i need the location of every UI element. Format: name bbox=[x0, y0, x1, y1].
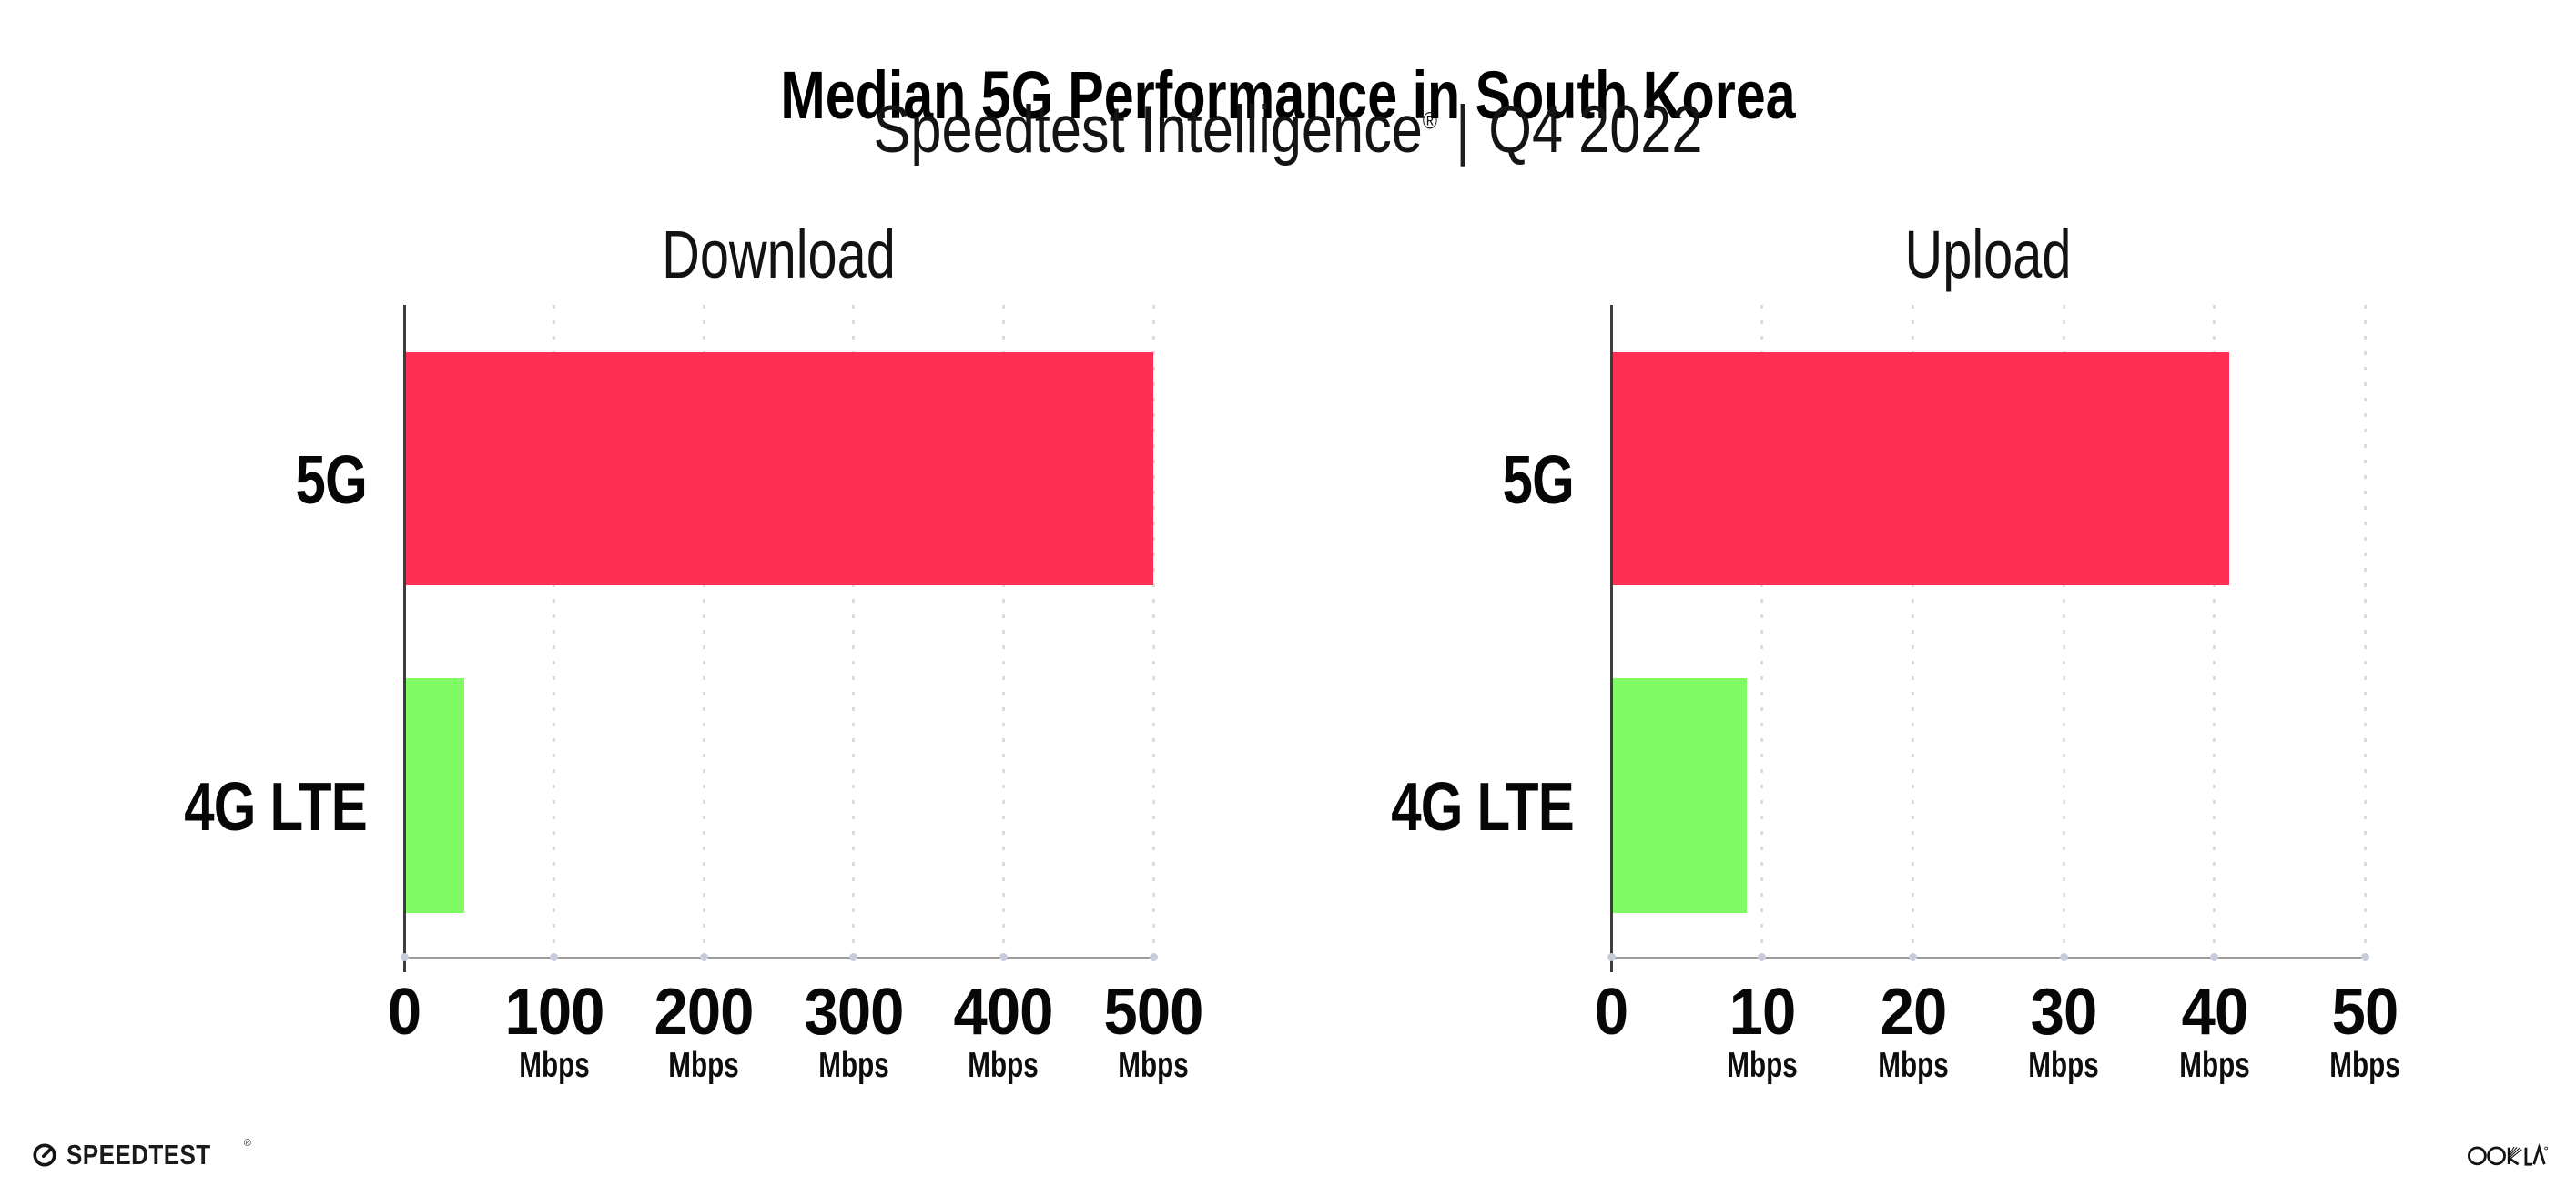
chart-title-upload: Upload bbox=[1904, 217, 2072, 292]
bar-download-4g-lte bbox=[404, 678, 464, 913]
tick-unit-upload-20: Mbps bbox=[1877, 1046, 1949, 1085]
gridline-download-100 bbox=[553, 305, 556, 958]
gridline-download-500 bbox=[1151, 305, 1155, 958]
tick-unit-download-400: Mbps bbox=[968, 1046, 1040, 1085]
gridline-upload-10 bbox=[1760, 305, 1764, 958]
axis-tick-dot-download-0 bbox=[400, 953, 409, 961]
axis-tick-dot-download-400 bbox=[999, 953, 1008, 961]
tick-label-upload-10: 10 bbox=[1729, 976, 1797, 1049]
tick-label-download-300: 300 bbox=[804, 976, 904, 1049]
category-label-download-5g: 5G bbox=[295, 441, 368, 518]
plot-area-upload bbox=[1607, 305, 2369, 972]
gridline-upload-50 bbox=[2363, 305, 2367, 958]
gridline-download-400 bbox=[1001, 305, 1005, 958]
page-title: Median 5G Performance in South Korea bbox=[780, 56, 1796, 133]
registered-trademark-mark: ® bbox=[1422, 107, 1438, 135]
tick-label-upload-20: 20 bbox=[1880, 976, 1947, 1049]
axis-tick-dot-upload-50 bbox=[2360, 953, 2369, 961]
axis-tick-dot-upload-20 bbox=[1908, 953, 1917, 961]
tick-unit-download-200: Mbps bbox=[668, 1046, 739, 1085]
tick-unit-download-300: Mbps bbox=[818, 1046, 889, 1085]
axis-tick-dot-upload-10 bbox=[1758, 953, 1767, 961]
subtitle-separator: | bbox=[1455, 93, 1471, 167]
speedtest-gauge-icon bbox=[33, 1143, 56, 1167]
axis-tick-dot-upload-0 bbox=[1607, 953, 1616, 961]
speedtest-logo: SPEEDTEST ® bbox=[32, 1138, 255, 1171]
ookla-logo: OOKLA bbox=[2467, 1142, 2549, 1172]
bar-download-5g bbox=[404, 352, 1153, 585]
tick-label-upload-40: 40 bbox=[2181, 976, 2248, 1049]
category-label-upload-5g: 5G bbox=[1502, 441, 1575, 518]
tick-label-upload-0: 0 bbox=[1595, 976, 1628, 1049]
x-axis-download bbox=[404, 956, 1155, 959]
gridline-upload-20 bbox=[1911, 305, 1914, 958]
gridline-download-200 bbox=[702, 305, 705, 958]
tick-unit-upload-10: Mbps bbox=[1727, 1046, 1798, 1085]
subtitle-period: Q4 2022 bbox=[1488, 93, 1703, 167]
y-axis-download bbox=[402, 305, 406, 972]
tick-label-download-400: 400 bbox=[953, 976, 1054, 1049]
tick-unit-download-100: Mbps bbox=[518, 1046, 590, 1085]
ookla-wordmark-icon bbox=[2467, 1142, 2549, 1166]
page-subtitle: Speedtest Intelligence® | Q4 2022 bbox=[206, 91, 2369, 169]
gridline-download-300 bbox=[852, 305, 856, 958]
speedtest-registered-mark: ® bbox=[243, 1138, 251, 1149]
y-axis-upload bbox=[1609, 305, 1613, 972]
plot-area-download bbox=[400, 305, 1158, 972]
tick-label-upload-30: 30 bbox=[2030, 976, 2098, 1049]
chart-title-download: Download bbox=[662, 217, 896, 292]
gridline-upload-40 bbox=[2213, 305, 2216, 958]
axis-tick-dot-download-300 bbox=[849, 953, 858, 961]
category-label-download-4g-lte: 4G LTE bbox=[184, 768, 368, 845]
tick-label-download-0: 0 bbox=[387, 976, 421, 1049]
tick-label-download-200: 200 bbox=[654, 976, 755, 1049]
tick-unit-upload-50: Mbps bbox=[2329, 1046, 2400, 1085]
gridline-upload-30 bbox=[2062, 305, 2065, 958]
axis-tick-dot-download-500 bbox=[1149, 953, 1158, 961]
axis-tick-dot-upload-30 bbox=[2059, 953, 2068, 961]
tick-unit-upload-30: Mbps bbox=[2028, 1046, 2099, 1085]
subtitle-product: Speedtest Intelligence bbox=[873, 93, 1423, 167]
axis-tick-dot-upload-40 bbox=[2210, 953, 2219, 961]
tick-unit-upload-40: Mbps bbox=[2178, 1046, 2250, 1085]
tick-label-download-500: 500 bbox=[1103, 976, 1204, 1049]
tick-label-download-100: 100 bbox=[504, 976, 604, 1049]
tick-label-upload-50: 50 bbox=[2331, 976, 2399, 1049]
axis-tick-dot-download-200 bbox=[699, 953, 708, 961]
axis-tick-dot-download-100 bbox=[550, 953, 559, 961]
speedtest-wordmark: SPEEDTEST bbox=[66, 1139, 211, 1171]
x-axis-upload bbox=[1611, 956, 2368, 959]
bar-upload-4g-lte bbox=[1611, 678, 1748, 913]
tick-unit-download-500: Mbps bbox=[1118, 1046, 1189, 1085]
bar-upload-5g bbox=[1611, 352, 2230, 585]
category-label-upload-4g-lte: 4G LTE bbox=[1391, 768, 1575, 845]
